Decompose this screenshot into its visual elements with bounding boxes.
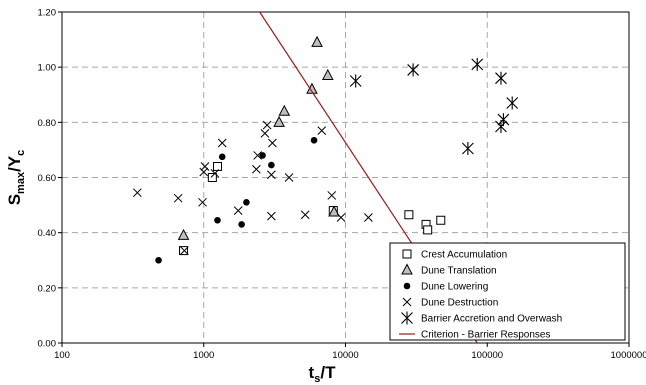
- dune-lowering-point: [155, 256, 162, 264]
- y-axis-label-main: S: [5, 194, 24, 205]
- legend-marker-barrier-accretion-and-overwash: [401, 311, 413, 325]
- x-axis-label-sub: s: [314, 373, 320, 385]
- dune-destruction-point: [336, 213, 346, 222]
- dune-destruction-point: [260, 129, 270, 138]
- x-axis-label-main: t: [309, 363, 315, 382]
- barrier-accretion-and-overwash-point: [497, 113, 510, 127]
- dune-destruction-point: [173, 193, 183, 203]
- dune-destruction-point: [233, 206, 243, 215]
- dune-lowering-point: [218, 153, 226, 161]
- dune-destruction-point: [180, 246, 189, 255]
- dune-destruction-point: [267, 211, 276, 221]
- barrier-accretion-and-overwash-point: [407, 63, 420, 77]
- crest-accumulation-point: [436, 215, 446, 225]
- y-axis-label-sub2: c: [15, 150, 27, 156]
- axis-ticks: 100 1000 10000 100000 1000000 0.00 0.20 0.40 0.6…: [38, 8, 646, 362]
- barrier-accretion-and-overwash-point: [461, 142, 474, 156]
- series-dune-destruction: [132, 120, 373, 255]
- legend-label-crest-accumulation: Crest Accumulation: [421, 250, 507, 261]
- crest-accumulation-point: [404, 210, 414, 220]
- dune-destruction-point: [268, 138, 277, 148]
- y-tick-label: 0.00: [38, 339, 57, 350]
- legend-item-dune-translation: Dune Translation: [401, 263, 497, 277]
- dune-destruction-point: [251, 164, 261, 174]
- legend: Crest Accumulation Dune Translation Dune L…: [389, 242, 626, 341]
- y-tick-label: 0.20: [38, 283, 57, 294]
- legend-item-dune-lowering: Dune Lowering: [403, 282, 488, 293]
- dune-destruction-point: [300, 210, 310, 220]
- grid: [62, 12, 629, 343]
- dune-destruction-point: [317, 126, 327, 135]
- y-tick-label: 1.00: [38, 63, 57, 74]
- legend-label-dune-translation: Dune Translation: [421, 266, 497, 277]
- x-tick-label: 10000: [332, 350, 358, 361]
- dune-lowering-point: [238, 221, 245, 228]
- dune-translation-point: [273, 115, 285, 127]
- barrier-accretion-and-overwash-point: [506, 96, 519, 110]
- x-tick-label: 100: [54, 350, 70, 361]
- dune-destruction-point: [262, 120, 272, 130]
- dune-destruction-point: [267, 170, 276, 180]
- legend-label-dune-destruction: Dune Destruction: [421, 298, 498, 309]
- series-barrier-accretion-and-overwash: [349, 57, 519, 156]
- dune-translation-point: [328, 205, 340, 217]
- dune-translation-point: [311, 35, 323, 47]
- legend-label-criterion-barrier-responses: Criterion - Barrier Responses: [421, 330, 551, 341]
- dune-destruction-point: [198, 197, 207, 207]
- legend-box: [389, 242, 626, 341]
- series-dune-translation: [177, 35, 340, 240]
- barrier-accretion-and-overwash-point: [471, 57, 484, 71]
- crest-accumulation-point: [423, 225, 433, 235]
- legend-item-barrier-accretion-and-overwash: Barrier Accretion and Overwash: [401, 311, 562, 325]
- dune-lowering-point: [310, 136, 318, 144]
- dune-translation-point: [177, 228, 190, 240]
- dune-destruction-point: [132, 188, 142, 198]
- barrier-accretion-and-overwash-point: [495, 71, 507, 85]
- dune-destruction-point: [253, 151, 262, 160]
- legend-marker-dune-lowering: [403, 282, 411, 290]
- dune-translation-point: [321, 68, 334, 80]
- dune-translation-point: [278, 104, 291, 116]
- legend-marker-crest-accumulation: [402, 249, 412, 259]
- y-tick-label: 0.80: [38, 118, 57, 129]
- legend-marker-dune-translation: [401, 263, 413, 275]
- dune-destruction-point: [327, 191, 337, 200]
- legend-item-dune-destruction: Dune Destruction: [402, 297, 498, 309]
- dune-lowering-point: [214, 216, 221, 224]
- dune-destruction-point: [210, 169, 220, 178]
- x-tick-label: 100000: [471, 350, 503, 361]
- series-crest-accumulation: [179, 161, 446, 256]
- series-dune-lowering: [155, 136, 318, 264]
- dune-lowering-point: [259, 152, 266, 159]
- crest-accumulation-point: [212, 161, 222, 171]
- dune-destruction-point: [217, 138, 227, 148]
- x-axis-label-rest: /T: [320, 363, 336, 382]
- dune-destruction-point: [364, 213, 373, 222]
- y-axis-label: Smax/Yc: [5, 150, 27, 206]
- barrier-accretion-and-overwash-point: [349, 74, 362, 88]
- dune-lowering-point: [268, 161, 275, 169]
- dune-lowering-point: [243, 199, 250, 206]
- dune-destruction-point: [284, 173, 294, 182]
- y-tick-label: 1.20: [38, 8, 57, 19]
- x-tick-label: 1000: [193, 350, 214, 361]
- y-tick-label: 0.40: [38, 228, 57, 239]
- dune-destruction-point: [199, 167, 209, 177]
- x-tick-label: 1000000: [611, 350, 646, 361]
- legend-label-dune-lowering: Dune Lowering: [421, 282, 488, 293]
- dune-destruction-point: [200, 162, 210, 171]
- y-tick-label: 0.60: [38, 173, 57, 184]
- crest-accumulation-point: [179, 246, 189, 256]
- crest-accumulation-point: [207, 173, 217, 182]
- legend-item-crest-accumulation: Crest Accumulation: [402, 249, 507, 261]
- legend-marker-dune-destruction: [402, 297, 412, 307]
- y-axis-label-sub1: max: [15, 171, 27, 194]
- legend-label-barrier-accretion-and-overwash: Barrier Accretion and Overwash: [421, 314, 562, 325]
- x-axis-label: ts/T: [309, 363, 337, 385]
- y-axis-label-mid: /Y: [5, 155, 24, 172]
- legend-item-criterion-barrier-responses: Criterion - Barrier Responses: [399, 330, 551, 341]
